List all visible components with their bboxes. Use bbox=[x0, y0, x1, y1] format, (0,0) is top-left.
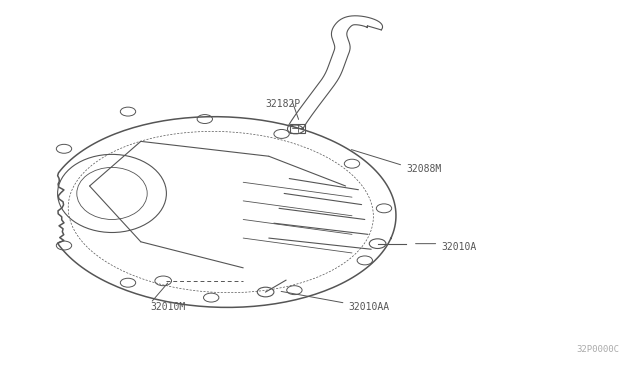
Text: 32088M: 32088M bbox=[406, 164, 442, 174]
Text: 32010M: 32010M bbox=[150, 302, 186, 312]
Text: 32182P: 32182P bbox=[266, 99, 301, 109]
Text: 32010AA: 32010AA bbox=[349, 302, 390, 312]
Text: 32P0000C: 32P0000C bbox=[576, 345, 619, 354]
Text: 32010A: 32010A bbox=[442, 243, 477, 252]
